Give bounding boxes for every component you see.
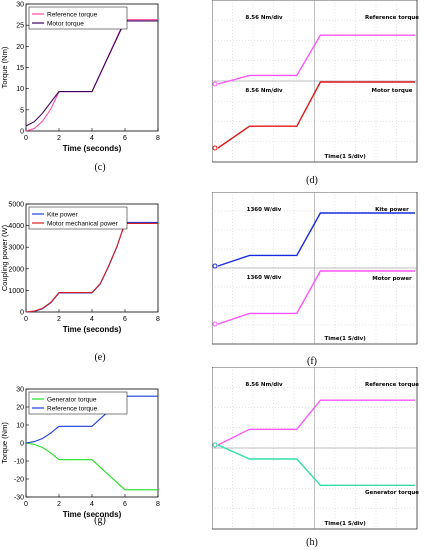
legend-entry-0: Reference torque: [47, 12, 98, 19]
y-tick-label: 10: [16, 86, 24, 93]
x-tick-label: 2: [57, 316, 61, 323]
plot-e: 0 2 4 6 8 0 1000 2000 3000 4000 5000 Time (seconds)…: [0, 202, 160, 364]
y-axis-label: Coupling power (W): [0, 224, 9, 291]
x-axis-label: Time (seconds): [63, 144, 122, 153]
x-tick-label: 6: [123, 501, 127, 508]
scope-top-scale: 1360 W/div: [247, 207, 282, 213]
y-tick-label: 2000: [8, 266, 24, 273]
x-tick-label: 8: [156, 135, 160, 142]
y-tick-label: 1000: [8, 288, 24, 295]
x-tick-label: 8: [156, 501, 160, 508]
y-axis-label: Torque (Nm): [0, 46, 9, 88]
legend-entry-1: Motor mechanical power: [47, 221, 119, 228]
x-tick-label: 0: [24, 316, 28, 323]
y-tick-label: 20: [16, 405, 24, 412]
scope-top-trace: [217, 34, 415, 85]
y-tick-label: -20: [14, 477, 24, 484]
y-tick-label: 3000: [8, 245, 24, 252]
plot-g: 0 2 4 6 8 -30 -20 -10 0 10 20 30 Time (seconds) Torqu…: [0, 387, 160, 527]
plot-c: 0 2 4 6 8 0 5 10 15 20 25 30 Time (seconds) Torque (N…: [0, 2, 160, 174]
y-tick-label: -30: [14, 495, 24, 502]
y-axis-label: Torque (Nm): [0, 422, 9, 464]
panel-label-h: (h): [306, 537, 318, 548]
panel-label-d: (d): [306, 175, 318, 186]
x-tick-label: 0: [24, 135, 28, 142]
scope-bottom-scale: 1360 W/div: [247, 275, 282, 281]
scope-bottom-name: Generator torque: [365, 490, 419, 496]
legend-box: [28, 6, 128, 30]
x-tick-label: 4: [90, 135, 94, 142]
scope-h: 8.56 Nm/div Reference torque Generator tor…: [212, 367, 419, 548]
y-tick-label: 5: [20, 107, 24, 114]
scope-bottom-scale: 8.56 Nm/div: [245, 88, 283, 94]
x-tick-label: 6: [123, 135, 127, 142]
scope-bottom-trace-marker: [212, 145, 218, 151]
scope-top-trace-marker: [212, 81, 218, 87]
x-tick-label: 2: [57, 135, 61, 142]
legend-entry-0: Generator torque: [47, 397, 97, 404]
y-tick-label: 20: [16, 44, 24, 51]
scope-f: 1360 W/div Kite power 1360 W/div Motor powe…: [212, 192, 418, 367]
y-tick-label: 30: [16, 2, 24, 9]
scope-top-name: Reference torque: [365, 382, 419, 388]
scope-bottom-name: Motor power: [372, 276, 412, 282]
series-line-1: [25, 222, 158, 313]
panel-label-f: (f): [307, 356, 317, 367]
scope-top-scale: 8.56 Nm/div: [245, 382, 283, 388]
scope-top-trace: [217, 212, 415, 267]
x-axis-label: Time (seconds): [63, 325, 122, 334]
scope-bottom-name: Motor torque: [372, 88, 413, 94]
x-tick-label: 4: [90, 316, 94, 323]
x-tick-label: 2: [57, 501, 61, 508]
legend-box: [28, 206, 128, 230]
legend-box: [28, 391, 128, 415]
scope-top-trace-marker: [212, 263, 218, 269]
x-tick-label: 8: [156, 316, 160, 323]
x-tick-label: 0: [24, 501, 28, 508]
y-tick-label: 0: [20, 441, 24, 448]
legend: Kite power Motor mechanical power: [28, 206, 128, 230]
legend-entry-0: Kite power: [47, 212, 79, 219]
y-tick-label: -10: [14, 459, 24, 466]
legend-entry-1: Motor torque: [47, 21, 84, 28]
scope-top-name: Kite power: [375, 207, 409, 213]
scope-top-scale: 8.56 Nm/div: [245, 15, 283, 21]
y-tick-label: 0: [20, 310, 24, 317]
x-tick-label: 4: [90, 501, 94, 508]
scope-bottom-trace-marker: [212, 321, 218, 327]
y-tick-label: 10: [16, 423, 24, 430]
legend: Generator torque Reference torque: [28, 391, 128, 415]
y-tick-label: 30: [16, 387, 24, 394]
y-tick-label: 5000: [8, 202, 24, 209]
scope-bottom-trace-marker: [212, 442, 218, 448]
scope-d: 8.56 Nm/div Reference torque 8.56 Nm/div Mo…: [212, 0, 419, 186]
y-tick-label: 4000: [8, 223, 24, 230]
x-axis-label: Time (seconds): [63, 510, 122, 519]
scope-top-name: Reference torque: [365, 15, 419, 21]
panel-label-e: (e): [94, 352, 105, 363]
legend: Reference torque Motor torque: [28, 6, 128, 30]
scope-time-label: Time(1 S/div): [325, 154, 367, 160]
series-line-1: [25, 20, 158, 127]
y-tick-label: 25: [16, 23, 24, 30]
scope-bottom-trace: [217, 270, 415, 325]
scope-time-label: Time(1 S/div): [325, 521, 367, 527]
scope-bottom-trace: [217, 81, 415, 149]
scope-time-label: Time(1 S/div): [325, 336, 367, 342]
y-tick-label: 15: [16, 65, 24, 72]
series-line-0: [25, 442, 158, 491]
y-tick-label: 0: [20, 129, 24, 136]
scope-top-trace: [217, 399, 415, 446]
legend-entry-1: Reference torque: [47, 406, 98, 413]
panel-label-g: (g): [94, 515, 106, 526]
panel-label-c: (c): [94, 162, 105, 173]
x-tick-label: 6: [123, 316, 127, 323]
scope-bottom-trace: [217, 444, 415, 487]
